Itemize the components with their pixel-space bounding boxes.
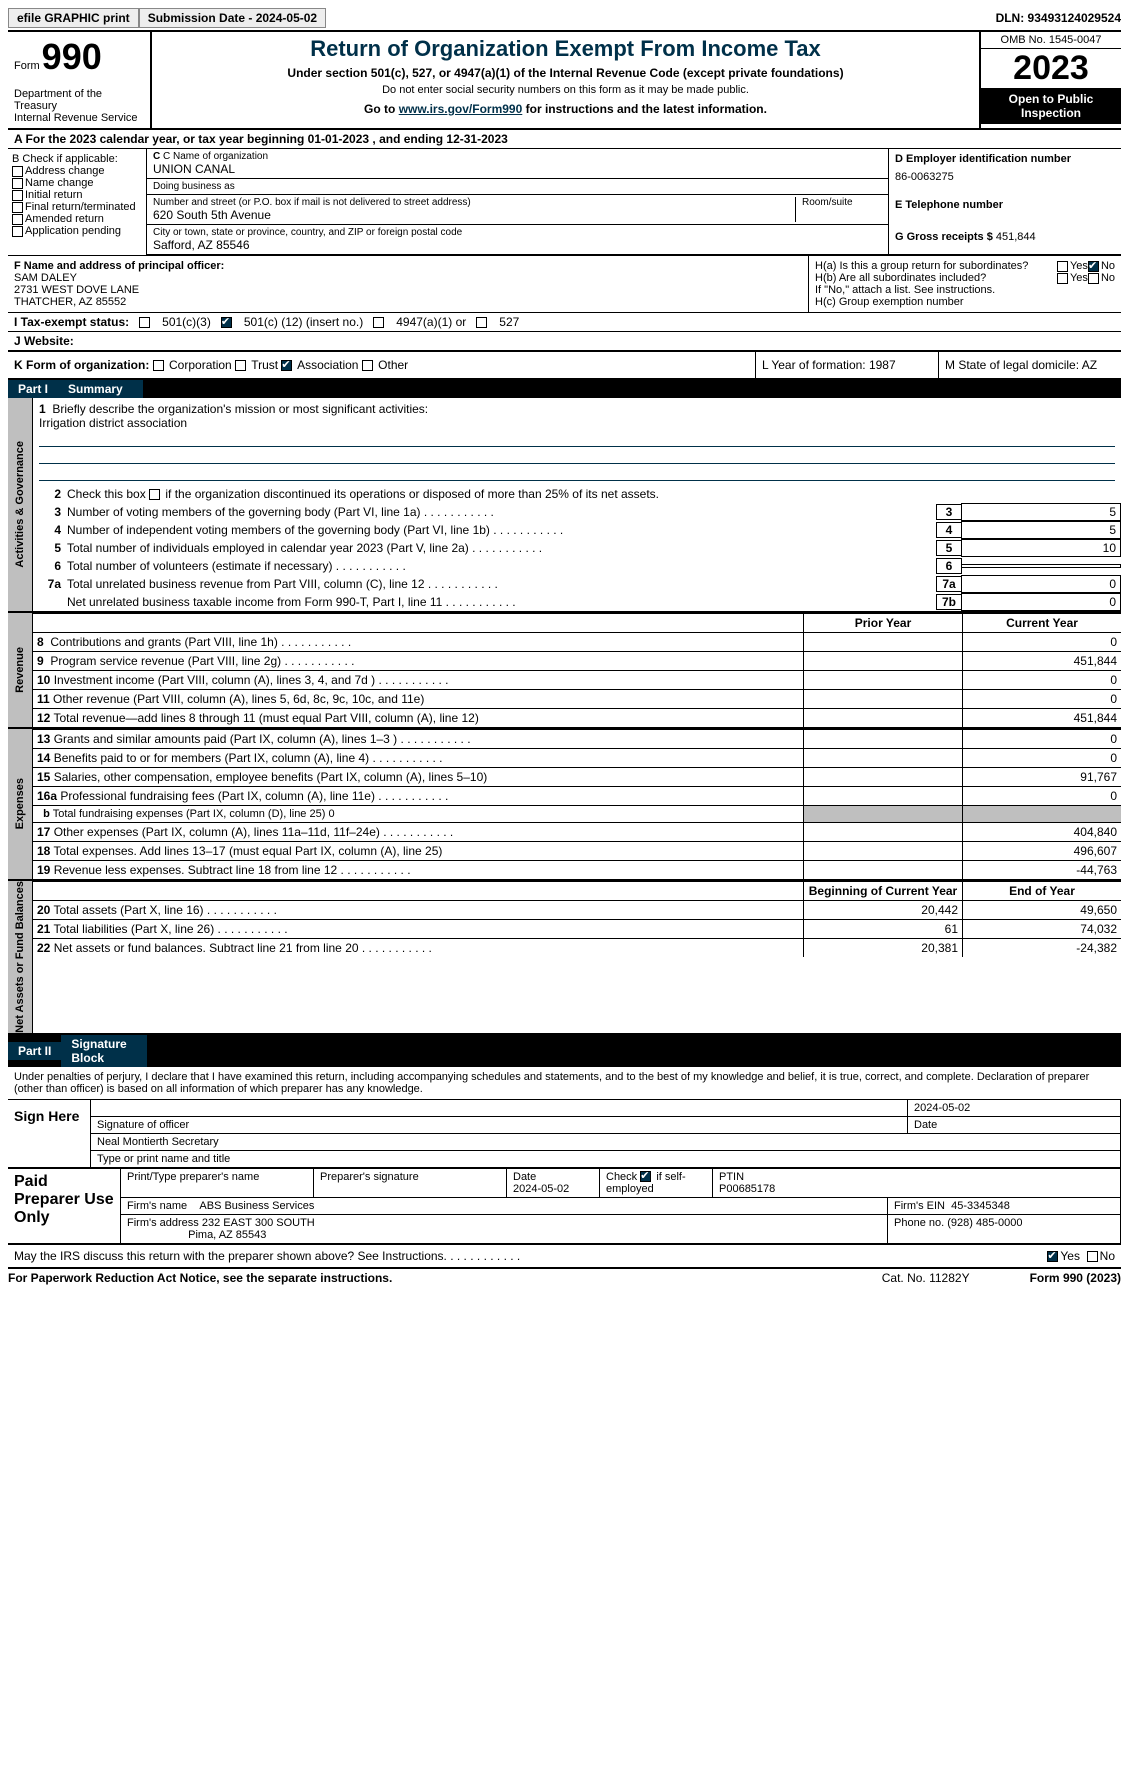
l6v <box>961 564 1121 568</box>
col-c: C C Name of organizationUNION CANAL Doin… <box>147 149 1121 255</box>
cb-other[interactable] <box>362 360 373 371</box>
exp-14: 0 <box>962 749 1121 767</box>
tax-year: 2023 <box>981 49 1121 88</box>
discuss: May the IRS discuss this return with the… <box>14 1249 520 1263</box>
rev-9: 451,844 <box>962 652 1121 670</box>
year-formation: L Year of formation: 1987 <box>755 352 938 378</box>
ein: 86-0063275 <box>895 171 1115 183</box>
cb-initial[interactable]: Initial return <box>12 189 142 201</box>
cb-address[interactable]: Address change <box>12 165 142 177</box>
state-domicile: M State of legal domicile: AZ <box>938 352 1121 378</box>
cb-corp[interactable] <box>153 360 164 371</box>
col-f: F Name and address of principal officer:… <box>8 256 809 312</box>
irs-link[interactable]: www.irs.gov/Form990 <box>399 102 523 116</box>
tab-netassets: Net Assets or Fund Balances <box>8 881 33 1033</box>
cb-trust[interactable] <box>235 360 246 371</box>
form-word: Form <box>14 60 40 72</box>
officer-name: SAM DALEY <box>14 272 802 284</box>
exp-16a: 0 <box>962 787 1121 805</box>
net-20p: 20,442 <box>803 901 962 919</box>
col-h: H(a) Is this a group return for subordin… <box>809 256 1121 312</box>
form-header: Form990 Department of the Treasury Inter… <box>8 32 1121 130</box>
page-footer: For Paperwork Reduction Act Notice, see … <box>8 1269 1121 1285</box>
open-public: Open to Public Inspection <box>981 88 1121 124</box>
gross-receipts: 451,844 <box>996 231 1036 243</box>
cb-amended[interactable]: Amended return <box>12 213 142 225</box>
prep-date: 2024-05-02 <box>513 1183 569 1195</box>
cb-discontinued[interactable] <box>149 489 160 500</box>
paid-preparer: Paid Preparer Use Only Print/Type prepar… <box>8 1169 1121 1245</box>
omb: OMB No. 1545-0047 <box>981 32 1121 49</box>
c-name: C C Name of organizationUNION CANAL <box>147 149 889 179</box>
exp-18: 496,607 <box>962 842 1121 860</box>
form-subtitle: Under section 501(c), 527, or 4947(a)(1)… <box>158 66 973 80</box>
efile-btn[interactable]: efile GRAPHIC print <box>8 8 139 28</box>
row-fh: F Name and address of principal officer:… <box>8 256 1121 313</box>
net-21p: 61 <box>803 920 962 938</box>
tab-revenue: Revenue <box>8 613 33 727</box>
cb-501c[interactable] <box>221 317 232 328</box>
dept: Department of the Treasury Internal Reve… <box>14 88 144 124</box>
cb-discuss-yes[interactable] <box>1047 1251 1058 1262</box>
dln: DLN: 93493124029524 <box>996 11 1121 25</box>
ptin: P00685178 <box>719 1183 775 1195</box>
exp-17: 404,840 <box>962 823 1121 841</box>
section-bcdefg: B Check if applicable: Address change Na… <box>8 149 1121 256</box>
rev-12: 451,844 <box>962 709 1121 727</box>
cb-selfemp[interactable] <box>640 1171 651 1182</box>
firm-phone: (928) 485-0000 <box>947 1217 1022 1229</box>
row-i: I Tax-exempt status: 501(c)(3) 501(c) (1… <box>8 313 1121 332</box>
form-note: Do not enter social security numbers on … <box>158 84 973 96</box>
sign-date: 2024-05-02 <box>908 1100 1121 1116</box>
penalties-text: Under penalties of perjury, I declare th… <box>8 1067 1121 1100</box>
net-22c: -24,382 <box>962 939 1121 957</box>
net-21c: 74,032 <box>962 920 1121 938</box>
net-22p: 20,381 <box>803 939 962 957</box>
rev-11: 0 <box>962 690 1121 708</box>
form-title: Return of Organization Exempt From Incom… <box>158 36 973 62</box>
street: 620 South 5th Avenue <box>153 208 795 222</box>
cb-discuss-no[interactable] <box>1087 1251 1098 1262</box>
cb-527[interactable] <box>476 317 487 328</box>
cb-501c3[interactable] <box>139 317 150 328</box>
exp-15: 91,767 <box>962 768 1121 786</box>
sign-here: Sign Here 2024-05-02 Signature of office… <box>8 1100 1121 1169</box>
net-20c: 49,650 <box>962 901 1121 919</box>
l7bv: 0 <box>961 593 1121 611</box>
row-a: A For the 2023 calendar year, or tax yea… <box>8 130 1121 149</box>
exp-19: -44,763 <box>962 861 1121 879</box>
col-b: B Check if applicable: Address change Na… <box>8 149 147 255</box>
officer-signed: Neal Montierth Secretary <box>91 1134 1121 1150</box>
l7av: 0 <box>961 575 1121 593</box>
cb-assoc[interactable] <box>281 360 292 371</box>
mission: Irrigation district association <box>39 416 1115 430</box>
top-bar: efile GRAPHIC print Submission Date - 20… <box>8 8 1121 28</box>
cb-name[interactable]: Name change <box>12 177 142 189</box>
cb-pending[interactable]: Application pending <box>12 225 142 237</box>
cb-4947[interactable] <box>373 317 384 328</box>
submission-date: Submission Date - 2024-05-02 <box>139 8 326 28</box>
rev-8: 0 <box>962 633 1121 651</box>
col-d: D Employer identification number 86-0063… <box>889 149 1121 195</box>
firm-name: ABS Business Services <box>199 1200 314 1212</box>
c-dba: Doing business as <box>147 179 889 195</box>
exp-13: 0 <box>962 730 1121 748</box>
form-goto: Go to www.irs.gov/Form990 for instructio… <box>158 102 973 116</box>
l4v: 5 <box>961 521 1121 539</box>
b-header: B Check if applicable: <box>12 153 142 165</box>
part1-bar: Part ISummary <box>8 380 1121 398</box>
l5v: 10 <box>961 539 1121 557</box>
row-k: K Form of organization: Corporation Trus… <box>8 352 1121 380</box>
part2-bar: Part IISignature Block <box>8 1035 1121 1067</box>
row-j: J Website: <box>8 332 1121 352</box>
tab-expenses: Expenses <box>8 729 33 879</box>
l3v: 5 <box>961 503 1121 521</box>
rev-10: 0 <box>962 671 1121 689</box>
form-number: 990 <box>42 36 102 78</box>
firm-ein: 45-3345348 <box>951 1200 1010 1212</box>
cb-final[interactable]: Final return/terminated <box>12 201 142 213</box>
city: Safford, AZ 85546 <box>153 238 882 252</box>
tab-governance: Activities & Governance <box>8 398 33 611</box>
